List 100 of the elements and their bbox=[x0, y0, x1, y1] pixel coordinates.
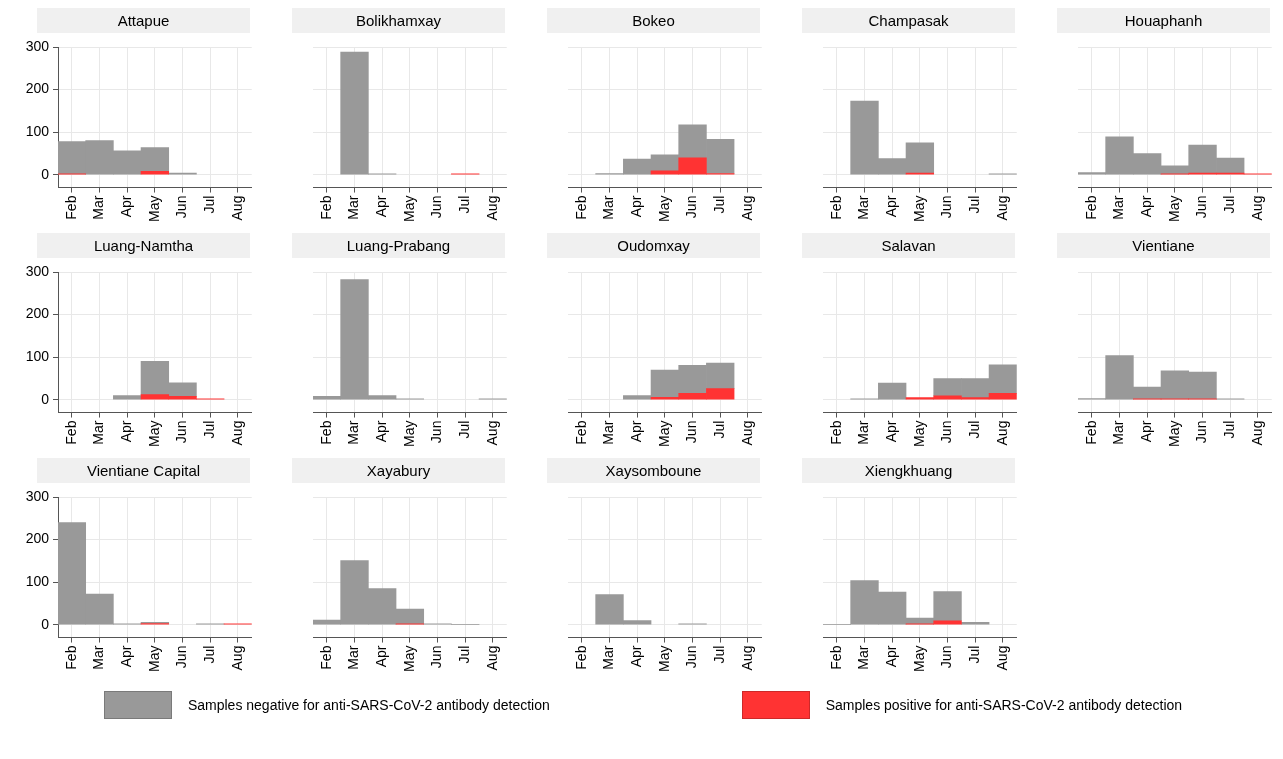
y-tick-label: 300 bbox=[25, 262, 50, 279]
chart-title: Luang-Prabang bbox=[292, 233, 505, 258]
x-tick-label: May bbox=[145, 420, 162, 447]
x-tick-label: Aug bbox=[228, 645, 245, 671]
x-tick-label: Jun bbox=[173, 420, 190, 444]
x-tick-label: Jul bbox=[201, 645, 218, 664]
x-tick-label: Jun bbox=[1193, 195, 1210, 219]
x-tick-label: Jun bbox=[1193, 420, 1210, 444]
x-tick-label: Aug bbox=[993, 420, 1010, 446]
x-tick-label: Jul bbox=[201, 420, 218, 439]
x-tick-label: Apr bbox=[883, 420, 900, 443]
x-tick-label: Apr bbox=[118, 420, 135, 443]
x-tick-label: May bbox=[910, 645, 927, 672]
x-tick-label: May bbox=[145, 645, 162, 672]
x-tick-label: Jul bbox=[711, 645, 728, 664]
x-tick-label: May bbox=[145, 195, 162, 222]
chart-title: Vientiane Capital bbox=[37, 458, 250, 483]
x-tick-label: Feb bbox=[827, 195, 844, 220]
x-tick-label: Feb bbox=[62, 645, 79, 670]
x-tick-label: May bbox=[1165, 420, 1182, 447]
x-tick-label: Aug bbox=[993, 195, 1010, 221]
x-tick-label: May bbox=[655, 195, 672, 222]
y-tick-label: 300 bbox=[25, 487, 50, 504]
x-tick-label: Mar bbox=[600, 195, 617, 220]
x-tick-label: Mar bbox=[90, 195, 107, 220]
x-tick-label: Jun bbox=[173, 645, 190, 669]
y-tick-label: 300 bbox=[25, 37, 50, 54]
x-tick-label: Jul bbox=[456, 195, 473, 214]
x-tick-label: Aug bbox=[483, 195, 500, 221]
chart-title: Bolikhamxay bbox=[292, 8, 505, 33]
x-tick-label: Apr bbox=[118, 195, 135, 218]
x-tick-label: Aug bbox=[228, 420, 245, 446]
x-tick-label: Mar bbox=[855, 645, 872, 670]
y-tick-label: 0 bbox=[41, 165, 50, 182]
x-tick-label: Apr bbox=[628, 420, 645, 443]
x-tick-label: May bbox=[1165, 195, 1182, 222]
chart-title: Xayabury bbox=[292, 458, 505, 483]
y-tick-label: 100 bbox=[25, 348, 50, 365]
chart-title: Vientiane bbox=[1057, 233, 1270, 258]
x-tick-label: Jul bbox=[966, 420, 983, 439]
x-tick-label: Aug bbox=[228, 195, 245, 221]
x-tick-label: Jul bbox=[1221, 420, 1238, 439]
x-tick-label: Aug bbox=[1248, 195, 1265, 221]
x-tick-label: Jul bbox=[711, 420, 728, 439]
chart-title: Champasak bbox=[802, 8, 1015, 33]
x-tick-label: Jul bbox=[456, 420, 473, 439]
x-tick-label: May bbox=[400, 195, 417, 222]
chart-title: Oudomxay bbox=[547, 233, 760, 258]
x-tick-label: Jul bbox=[201, 195, 218, 214]
x-tick-label: Apr bbox=[373, 420, 390, 443]
x-tick-label: Mar bbox=[345, 645, 362, 670]
x-tick-label: Jun bbox=[428, 195, 445, 219]
x-tick-label: Feb bbox=[827, 420, 844, 445]
x-tick-label: Apr bbox=[883, 645, 900, 668]
x-tick-label: Jul bbox=[456, 645, 473, 664]
x-tick-label: Jul bbox=[711, 195, 728, 214]
legend-label: Samples negative for anti-SARS-CoV-2 antibody detection bbox=[187, 697, 550, 713]
x-tick-label: Jun bbox=[428, 420, 445, 444]
x-tick-label: Apr bbox=[1138, 195, 1155, 218]
x-tick-label: Apr bbox=[628, 645, 645, 668]
chart-title: Bokeo bbox=[547, 8, 760, 33]
x-tick-label: Mar bbox=[1110, 195, 1127, 220]
y-tick-label: 200 bbox=[25, 80, 50, 97]
chart-title: Attapue bbox=[37, 8, 250, 33]
x-tick-label: Mar bbox=[855, 420, 872, 445]
x-tick-label: May bbox=[655, 420, 672, 447]
y-tick-label: 100 bbox=[25, 573, 50, 590]
y-tick-label: 100 bbox=[25, 123, 50, 140]
x-tick-label: May bbox=[910, 420, 927, 447]
chart-title: Houaphanh bbox=[1057, 8, 1270, 33]
x-tick-label: Aug bbox=[1248, 420, 1265, 446]
chart-title: Salavan bbox=[802, 233, 1015, 258]
y-tick-label: 0 bbox=[41, 615, 50, 632]
x-tick-label: May bbox=[910, 195, 927, 222]
x-tick-label: Apr bbox=[628, 195, 645, 218]
x-tick-label: Aug bbox=[738, 420, 755, 446]
x-tick-label: Mar bbox=[345, 195, 362, 220]
y-tick-label: 200 bbox=[25, 530, 50, 547]
x-tick-label: Mar bbox=[600, 645, 617, 670]
x-tick-label: Aug bbox=[483, 420, 500, 446]
x-tick-label: May bbox=[400, 420, 417, 447]
chart-title: Luang-Namtha bbox=[37, 233, 250, 258]
x-tick-label: Jun bbox=[683, 420, 700, 444]
x-tick-label: May bbox=[655, 645, 672, 672]
x-tick-label: Apr bbox=[883, 195, 900, 218]
x-tick-label: May bbox=[400, 645, 417, 672]
x-tick-label: Mar bbox=[345, 420, 362, 445]
x-tick-label: Aug bbox=[993, 645, 1010, 671]
x-tick-label: Feb bbox=[62, 195, 79, 220]
x-tick-label: Apr bbox=[373, 645, 390, 668]
x-tick-label: Mar bbox=[855, 195, 872, 220]
x-tick-label: Jul bbox=[1221, 195, 1238, 214]
x-tick-label: Jun bbox=[938, 420, 955, 444]
x-tick-label: Feb bbox=[1082, 195, 1099, 220]
x-tick-label: Apr bbox=[118, 645, 135, 668]
x-tick-label: Mar bbox=[600, 420, 617, 445]
y-tick-label: 0 bbox=[41, 390, 50, 407]
x-tick-label: Jul bbox=[966, 195, 983, 214]
x-tick-label: Mar bbox=[90, 645, 107, 670]
x-tick-label: Jun bbox=[173, 195, 190, 219]
